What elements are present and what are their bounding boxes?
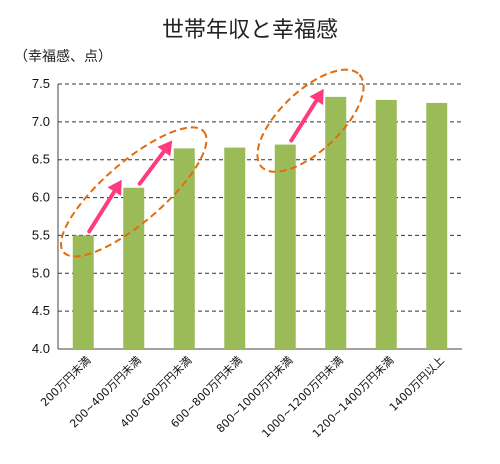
arrow-head	[107, 179, 122, 196]
x-tick-label: 200万円未満	[38, 354, 93, 409]
bar	[426, 102, 448, 349]
y-tick-label: 7.0	[32, 114, 50, 129]
y-tick-label: 6.5	[32, 152, 50, 167]
highlight-ellipse	[60, 126, 208, 258]
arrow-shaft	[289, 99, 318, 143]
arrow-shaft	[137, 149, 167, 186]
y-tick-label: 6.0	[32, 190, 50, 205]
bar	[123, 187, 145, 349]
y-tick-label: 4.0	[32, 341, 50, 356]
arrow-head	[157, 140, 173, 157]
chart-title: 世帯年収と幸福感	[161, 18, 338, 43]
y-tick-label: 4.5	[32, 303, 50, 318]
y-tick-label: 7.5	[32, 76, 50, 91]
bar	[375, 99, 397, 350]
y-axis-label: （幸福感、点）	[14, 49, 112, 65]
y-tick-label: 5.0	[32, 265, 50, 280]
bar	[224, 147, 246, 349]
y-tick-label: 5.5	[32, 227, 50, 242]
bar	[325, 96, 347, 349]
arrow-head	[309, 88, 324, 105]
bar	[72, 235, 94, 349]
bar	[274, 144, 296, 349]
arrow-shaft	[87, 190, 116, 234]
bar	[173, 148, 195, 349]
highlight-ellipse	[256, 68, 365, 173]
